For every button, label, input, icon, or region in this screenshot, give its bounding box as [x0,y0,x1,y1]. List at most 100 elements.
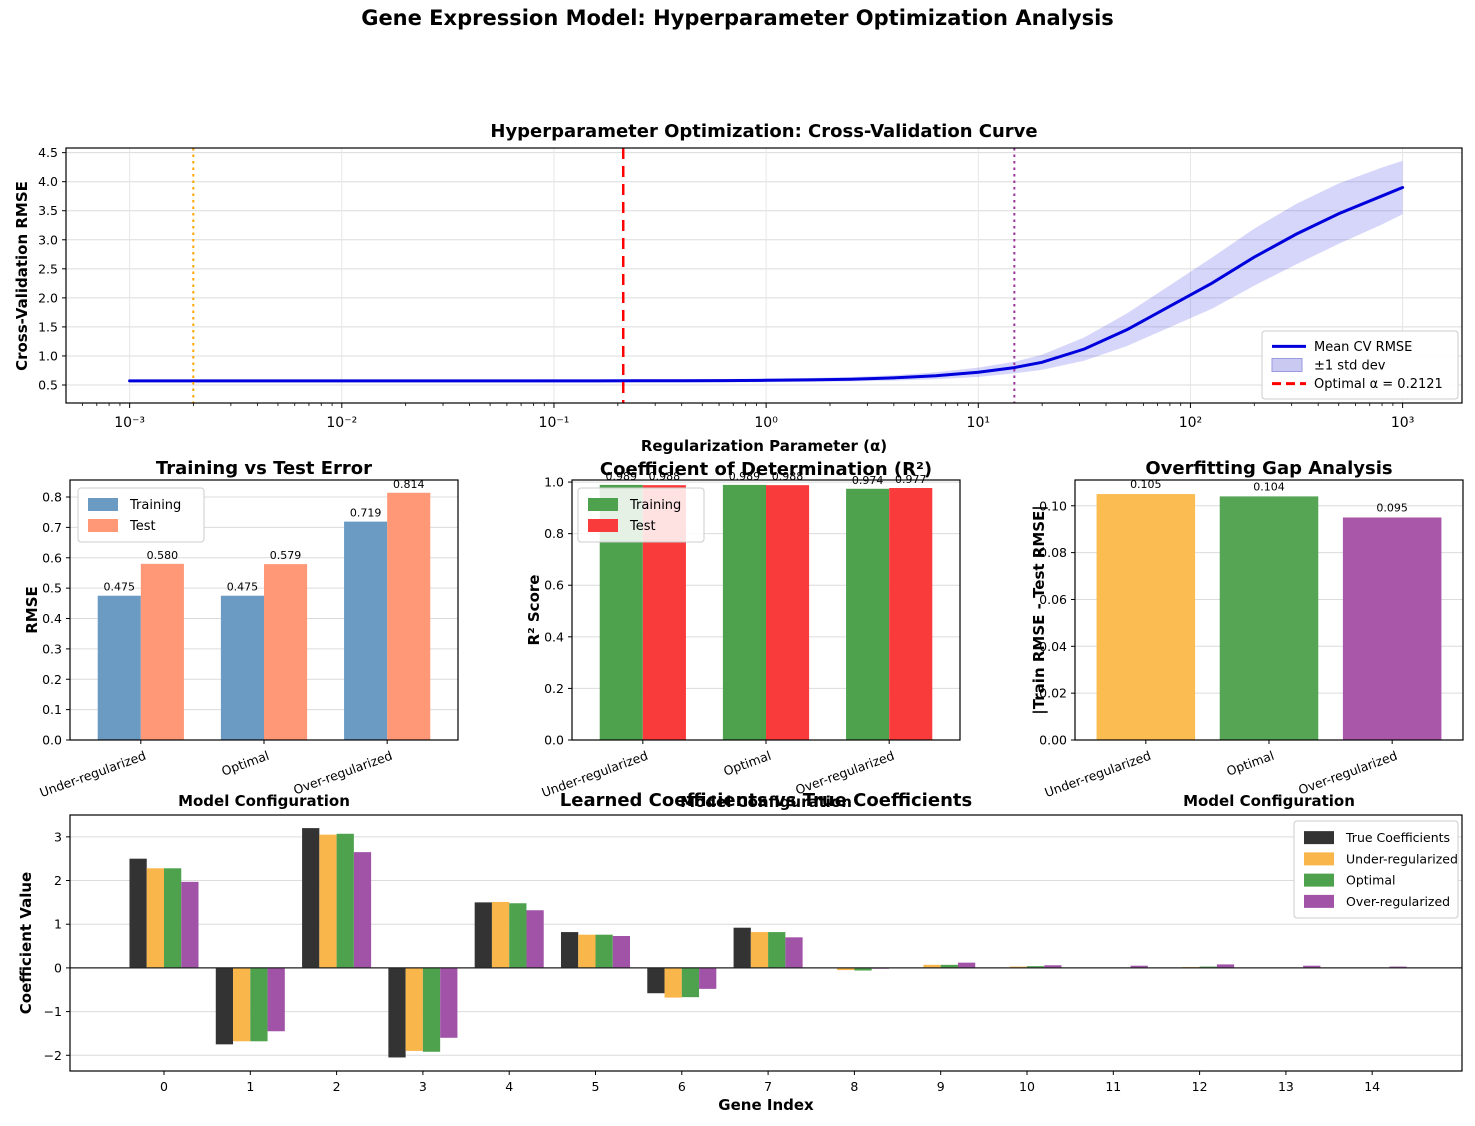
bar-test [766,485,810,740]
bar-optimal [940,964,958,968]
bar-optimal [164,868,182,968]
bar-under-regularized [578,934,596,968]
y-tick-label: −1 [44,1004,62,1019]
x-tick-label: 7 [764,1079,772,1094]
y-tick-label: 0.4 [42,611,62,626]
bar-optimal [1219,496,1319,740]
x-tick-label: 0 [160,1079,168,1094]
bar-value-label: 0.105 [1130,478,1162,491]
y-tick-label: 0.00 [1039,733,1067,748]
bar-value-label: 0.095 [1376,501,1408,514]
bar-under-regularized [319,834,337,968]
bar-value-label: 0.475 [227,581,259,594]
bar-true-coefficients [474,902,492,968]
y-tick-label: 0.08 [1039,545,1067,560]
y-tick-label: 0.04 [1039,639,1067,654]
bar-under-regularized [146,868,164,968]
bar-over-regularized [1303,965,1321,968]
x-tick-label: 3 [419,1079,427,1094]
y-tick-label: 0.6 [42,550,62,565]
bar-true-coefficients [215,967,234,1045]
figure-title: Gene Expression Model: Hyperparameter Op… [361,6,1114,30]
bar-over-regularized [1342,517,1442,740]
bar-true-coefficients [560,932,579,968]
bar-optimal [681,967,700,998]
legend-label: Training [629,498,681,513]
y-tick-label: 0.06 [1039,592,1067,607]
cv-mean-line [128,186,1405,383]
bar-over-regularized [785,937,803,968]
bar-optimal [1199,966,1217,968]
y-tick-label: 0 [54,960,62,975]
bar-value-label: 0.475 [104,581,136,594]
legend-patch-swatch [88,498,118,511]
bar-optimal [854,967,872,971]
y-tick-label: 2 [54,873,62,888]
legend-patch-swatch [1271,358,1303,372]
error-xlabel: Model Configuration [178,792,350,810]
bar-over-regularized [353,852,372,968]
legend-label: Over-regularized [1346,894,1450,909]
x-tick-label: 10⁻¹ [539,415,570,431]
y-tick-label: 0.10 [1039,498,1067,513]
bar-value-label: 0.104 [1253,480,1285,493]
bar-optimal [1027,966,1045,968]
bar-optimal [768,932,786,968]
bar-under-regularized [1096,494,1196,740]
bar-value-label: 0.719 [350,507,382,520]
bar-value-label: 0.580 [147,549,179,562]
x-tick-label: 13 [1278,1079,1294,1094]
x-tick-label: 1 [246,1079,254,1094]
x-tick-label: 10³ [1391,415,1414,431]
x-tick-label: 6 [678,1079,686,1094]
bar-over-regularized [440,967,458,1038]
legend-patch-swatch [1304,831,1334,845]
bar-over-regularized [957,962,976,968]
y-tick-label: −2 [44,1048,62,1063]
bar-over-regularized [612,936,631,968]
bar-optimal [250,967,268,1042]
y-tick-label: 0.6 [544,578,564,593]
bar-training [722,484,766,740]
bar-optimal [422,967,441,1052]
y-tick-label: 1.5 [38,319,58,334]
cv-xlabel: Regularization Parameter (α) [640,437,888,455]
y-tick-label: 0.5 [38,377,58,392]
y-tick-label: 0.7 [42,520,62,535]
y-tick-label: 0.2 [42,672,62,687]
legend-label: Optimal α = 0.2121 [1314,377,1443,392]
bar-training [97,595,141,740]
y-tick-label: 0.1 [42,702,62,717]
x-tick-label: 9 [937,1079,945,1094]
bar-training [220,595,264,740]
x-tick-label: 14 [1364,1079,1380,1094]
y-tick-label: 3.5 [38,203,58,218]
bar-true-coefficients [647,967,665,994]
y-tick-label: 0.8 [42,490,62,505]
y-tick-label: 2.5 [38,261,58,276]
y-tick-label: 0.02 [1039,686,1067,701]
bar-over-regularized [1389,966,1407,968]
bar-optimal [336,833,354,968]
bar-test [387,492,431,740]
bar-under-regularized [405,967,423,1051]
y-tick-label: 4.0 [38,174,58,189]
legend-patch-swatch [588,519,618,532]
coef-xlabel: Gene Index [718,1096,814,1114]
bar-value-label: 0.579 [270,549,302,562]
y-tick-label: 1 [54,917,62,932]
y-tick-label: 0.5 [42,581,62,596]
bar-optimal [595,934,613,968]
legend-label: Test [129,519,156,534]
x-tick-label: 4 [505,1079,513,1094]
y-tick-label: 4.5 [38,145,58,160]
legend-label: ±1 std dev [1314,359,1386,374]
bar-test [889,487,933,740]
y-tick-label: 3.0 [38,232,58,247]
bar-under-regularized [1009,966,1027,968]
gap-chart-title: Overfitting Gap Analysis [1145,458,1393,479]
x-tick-label: 10⁻³ [114,415,145,431]
legend-label: Optimal [1346,873,1395,888]
